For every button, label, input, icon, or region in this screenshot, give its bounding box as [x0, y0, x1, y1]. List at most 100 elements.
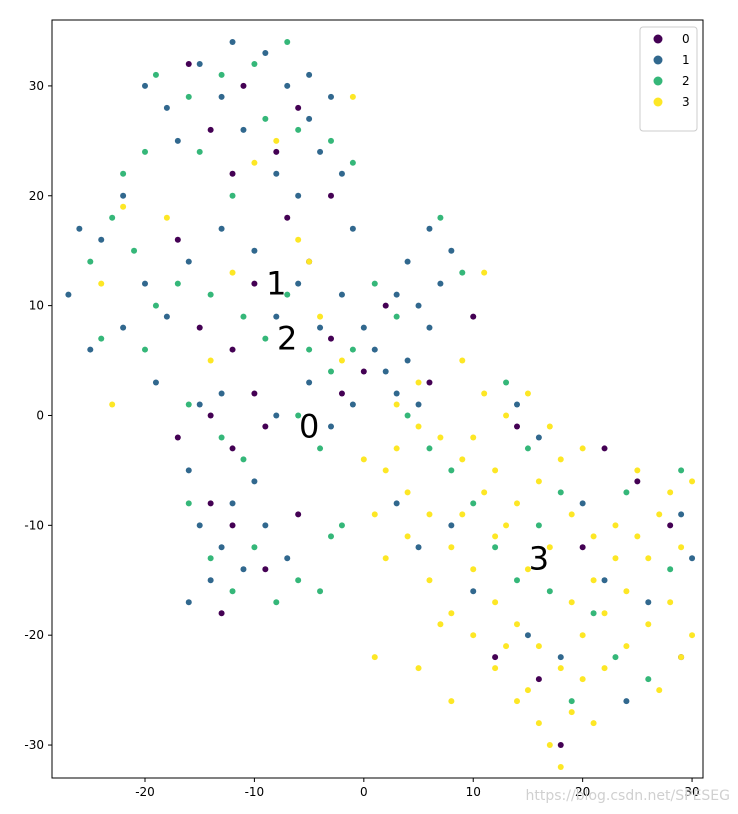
- data-point-series-0: [338, 390, 345, 397]
- data-point-series-1: [98, 236, 105, 243]
- data-point-series-1: [328, 423, 334, 430]
- data-point-series-2: [196, 148, 203, 155]
- data-point-series-1: [317, 148, 324, 155]
- x-tick-label: -20: [135, 785, 155, 799]
- data-point-series-3: [317, 313, 324, 320]
- data-point-series-1: [393, 291, 400, 298]
- data-point-series-2: [524, 445, 531, 452]
- data-point-series-0: [284, 214, 291, 221]
- data-point-series-3: [470, 632, 477, 639]
- y-tick-label: 20: [29, 189, 44, 203]
- data-point-series-3: [546, 544, 553, 551]
- data-point-series-0: [492, 654, 499, 661]
- data-point-series-2: [185, 500, 192, 507]
- data-point-series-1: [142, 280, 148, 287]
- data-point-series-1: [678, 511, 685, 518]
- data-point-series-3: [612, 555, 619, 562]
- data-point-series-0: [229, 522, 236, 529]
- data-point-series-3: [689, 632, 696, 639]
- data-point-series-0: [328, 192, 334, 199]
- data-point-series-1: [415, 401, 422, 408]
- data-point-series-1: [470, 588, 477, 595]
- data-point-series-3: [492, 599, 499, 606]
- data-point-series-3: [678, 654, 685, 661]
- data-point-series-0: [207, 500, 214, 507]
- cluster-label-3: 3: [529, 539, 549, 577]
- data-point-series-1: [415, 302, 422, 309]
- y-tick-label: -20: [24, 628, 44, 642]
- data-point-series-1: [251, 247, 258, 254]
- data-point-series-3: [568, 709, 575, 716]
- x-tick-label: 30: [684, 785, 699, 799]
- data-point-series-1: [229, 38, 236, 45]
- legend-marker-2: [653, 76, 663, 86]
- data-point-series-3: [579, 632, 586, 639]
- data-point-series-2: [678, 467, 685, 474]
- data-point-series-2: [87, 258, 94, 265]
- data-point-series-2: [295, 577, 302, 584]
- data-point-series-0: [174, 236, 181, 243]
- data-point-series-3: [524, 390, 531, 397]
- data-point-series-2: [185, 401, 192, 408]
- data-point-series-2: [98, 335, 105, 342]
- data-point-series-3: [470, 434, 477, 441]
- data-point-series-3: [437, 434, 444, 441]
- data-point-series-1: [76, 225, 83, 232]
- data-point-series-1: [120, 324, 127, 331]
- data-point-series-3: [426, 511, 433, 518]
- data-point-series-3: [492, 533, 499, 540]
- data-point-series-3: [601, 665, 608, 672]
- data-point-series-2: [207, 291, 214, 298]
- data-point-series-1: [689, 555, 696, 562]
- watermark-text: https://blog.csdn.net/SPESEG: [525, 788, 730, 804]
- data-point-series-2: [218, 71, 225, 78]
- data-point-series-0: [174, 434, 181, 441]
- data-point-series-0: [196, 324, 203, 331]
- data-point-series-3: [514, 500, 520, 507]
- data-point-series-2: [142, 148, 148, 155]
- data-point-series-0: [295, 511, 302, 518]
- data-point-series-1: [393, 500, 400, 507]
- data-point-series-1: [514, 401, 520, 408]
- data-point-series-3: [524, 566, 531, 573]
- data-point-series-0: [579, 544, 586, 551]
- data-point-series-3: [349, 93, 356, 100]
- data-point-series-1: [240, 566, 247, 573]
- data-point-series-2: [623, 489, 630, 496]
- y-tick-label: 10: [29, 299, 44, 313]
- data-point-series-3: [492, 467, 499, 474]
- cluster-annotations: 0 1 2 3: [266, 265, 549, 578]
- data-point-series-3: [470, 566, 477, 573]
- data-point-series-1: [349, 225, 356, 232]
- data-point-series-1: [262, 522, 269, 529]
- data-point-series-3: [535, 643, 542, 650]
- data-point-series-1: [557, 654, 564, 661]
- data-point-series-1: [338, 170, 345, 177]
- data-point-series-3: [579, 676, 586, 683]
- data-point-series-3: [634, 533, 641, 540]
- data-point-series-0: [601, 445, 608, 452]
- data-point-series-2: [240, 313, 247, 320]
- data-point-series-2: [546, 588, 553, 595]
- data-point-series-3: [579, 445, 586, 452]
- data-point-series-2: [251, 544, 258, 551]
- data-point-series-1: [426, 225, 433, 232]
- data-point-series-0: [535, 676, 542, 683]
- data-point-series-3: [514, 698, 520, 705]
- data-point-series-1: [174, 137, 181, 144]
- data-point-series-0: [273, 148, 280, 155]
- data-point-series-3: [678, 544, 685, 551]
- data-point-series-2: [645, 676, 652, 683]
- data-point-series-1: [185, 467, 192, 474]
- data-point-series-2: [612, 654, 619, 661]
- data-point-series-1: [623, 698, 630, 705]
- data-point-series-1: [240, 126, 247, 133]
- data-point-series-2: [568, 698, 575, 705]
- data-point-series-3: [656, 511, 663, 518]
- data-point-series-3: [382, 555, 389, 562]
- data-point-series-2: [306, 346, 313, 353]
- data-point-series-1: [218, 544, 225, 551]
- data-point-series-1: [262, 49, 269, 56]
- data-point-series-3: [98, 280, 105, 287]
